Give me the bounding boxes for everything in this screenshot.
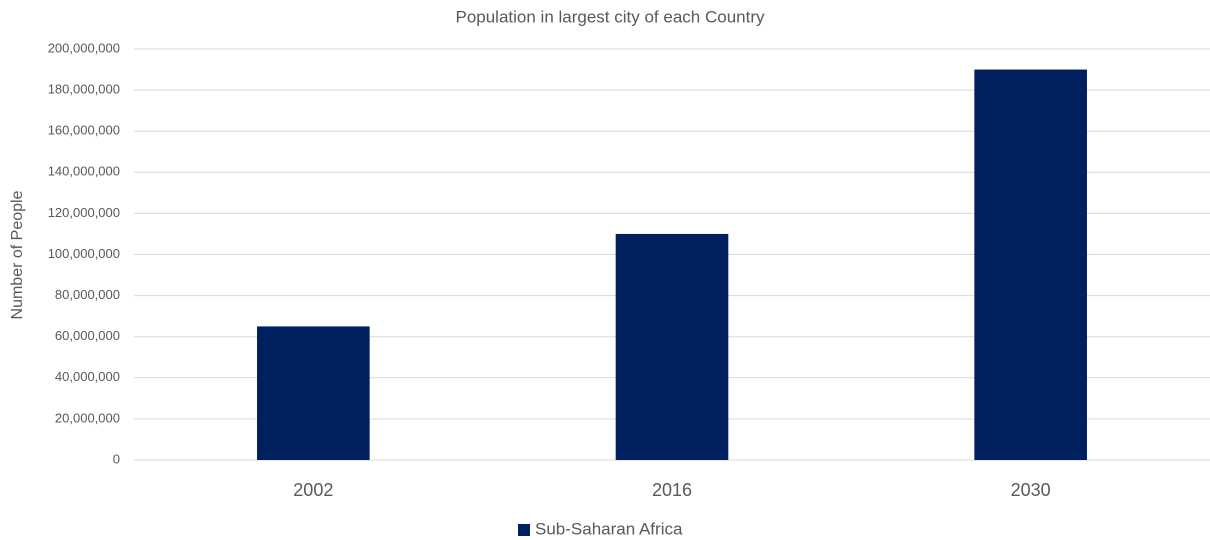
- y-tick-label: 60,000,000: [55, 328, 120, 343]
- legend-label: Sub-Saharan Africa: [535, 519, 683, 538]
- y-tick-label: 100,000,000: [48, 246, 120, 261]
- bar: [615, 233, 729, 460]
- y-tick-label: 140,000,000: [48, 164, 120, 179]
- y-tick-label: 120,000,000: [48, 205, 120, 220]
- y-tick-label: 0: [113, 451, 120, 466]
- bar: [974, 69, 1087, 461]
- y-tick-label: 20,000,000: [55, 410, 120, 425]
- y-tick-label: 80,000,000: [55, 287, 120, 302]
- x-tick-label: 2016: [652, 480, 692, 500]
- y-tick-label: 200,000,000: [48, 40, 120, 55]
- y-tick-label: 40,000,000: [55, 369, 120, 384]
- bar: [257, 326, 370, 460]
- y-axis-label: Number of People: [9, 190, 26, 319]
- x-tick-label: 2002: [293, 480, 333, 500]
- chart-title: Population in largest city of each Count…: [455, 7, 765, 26]
- x-tick-label: 2030: [1011, 480, 1051, 500]
- y-tick-label: 160,000,000: [48, 123, 120, 138]
- legend-swatch: [518, 524, 530, 536]
- y-tick-label: 180,000,000: [48, 82, 120, 97]
